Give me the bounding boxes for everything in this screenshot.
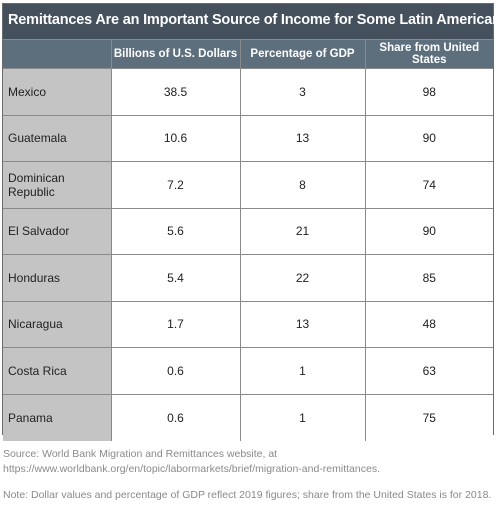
share-us-cell: 63 (364, 347, 493, 395)
share-us-cell: 90 (364, 114, 493, 162)
share-us-cell: 74 (364, 161, 493, 209)
column-header-pct-gdp: Percentage of GDP (239, 39, 366, 69)
country-cell: Dominican Republic (3, 161, 112, 209)
table-frame: Remittances Are an Important Source of I… (2, 3, 500, 441)
pct-gdp-cell: 1 (239, 347, 366, 395)
pct-gdp-cell: 22 (239, 254, 366, 302)
header-row: Billions of U.S. Dollars Percentage of G… (3, 39, 493, 69)
billions-cell: 5.4 (110, 254, 241, 302)
billions-cell: 7.2 (110, 161, 241, 209)
pct-gdp-cell: 8 (239, 161, 366, 209)
table-row: Costa Rica 0.6 1 63 (3, 347, 493, 395)
source-note: Source: World Bank Migration and Remitta… (3, 448, 380, 475)
table-row: Honduras 5.4 22 85 (3, 254, 493, 302)
billions-cell: 1.7 (110, 300, 241, 348)
country-cell: Costa Rica (3, 347, 112, 395)
column-header-share-us: Share from United States (364, 39, 493, 69)
billions-cell: 0.6 (110, 347, 241, 395)
data-note: Note: Dollar values and percentage of GD… (3, 489, 492, 501)
country-cell: Honduras (3, 254, 112, 302)
share-us-cell: 75 (364, 393, 493, 441)
table-row: Dominican Republic 7.2 8 74 (3, 161, 493, 209)
table-title: Remittances Are an Important Source of I… (3, 4, 500, 39)
country-cell: Nicaragua (3, 300, 112, 348)
pct-gdp-cell: 21 (239, 207, 366, 255)
country-cell: Panama (3, 393, 112, 441)
pct-gdp-cell: 13 (239, 114, 366, 162)
table-row: Panama 0.6 1 75 (3, 393, 493, 441)
share-us-cell: 98 (364, 68, 493, 116)
billions-cell: 5.6 (110, 207, 241, 255)
pct-gdp-cell: 3 (239, 68, 366, 116)
share-us-cell: 85 (364, 254, 493, 302)
billions-cell: 0.6 (110, 393, 241, 441)
billions-cell: 10.6 (110, 114, 241, 162)
share-us-cell: 90 (364, 207, 493, 255)
country-cell: Mexico (3, 68, 112, 116)
remittances-table: Billions of U.S. Dollars Percentage of G… (3, 39, 493, 441)
table-row: Nicaragua 1.7 13 48 (3, 300, 493, 348)
column-header-billions: Billions of U.S. Dollars (110, 39, 241, 69)
pct-gdp-cell: 13 (239, 300, 366, 348)
country-cell: Guatemala (3, 114, 112, 162)
billions-cell: 38.5 (110, 68, 241, 116)
share-us-cell: 48 (364, 300, 493, 348)
pct-gdp-cell: 1 (239, 393, 366, 441)
header-corner (3, 39, 112, 69)
country-cell: El Salvador (3, 207, 112, 255)
table-row: El Salvador 5.6 21 90 (3, 207, 493, 255)
table-row: Mexico 38.5 3 98 (3, 68, 493, 116)
table-row: Guatemala 10.6 13 90 (3, 114, 493, 162)
